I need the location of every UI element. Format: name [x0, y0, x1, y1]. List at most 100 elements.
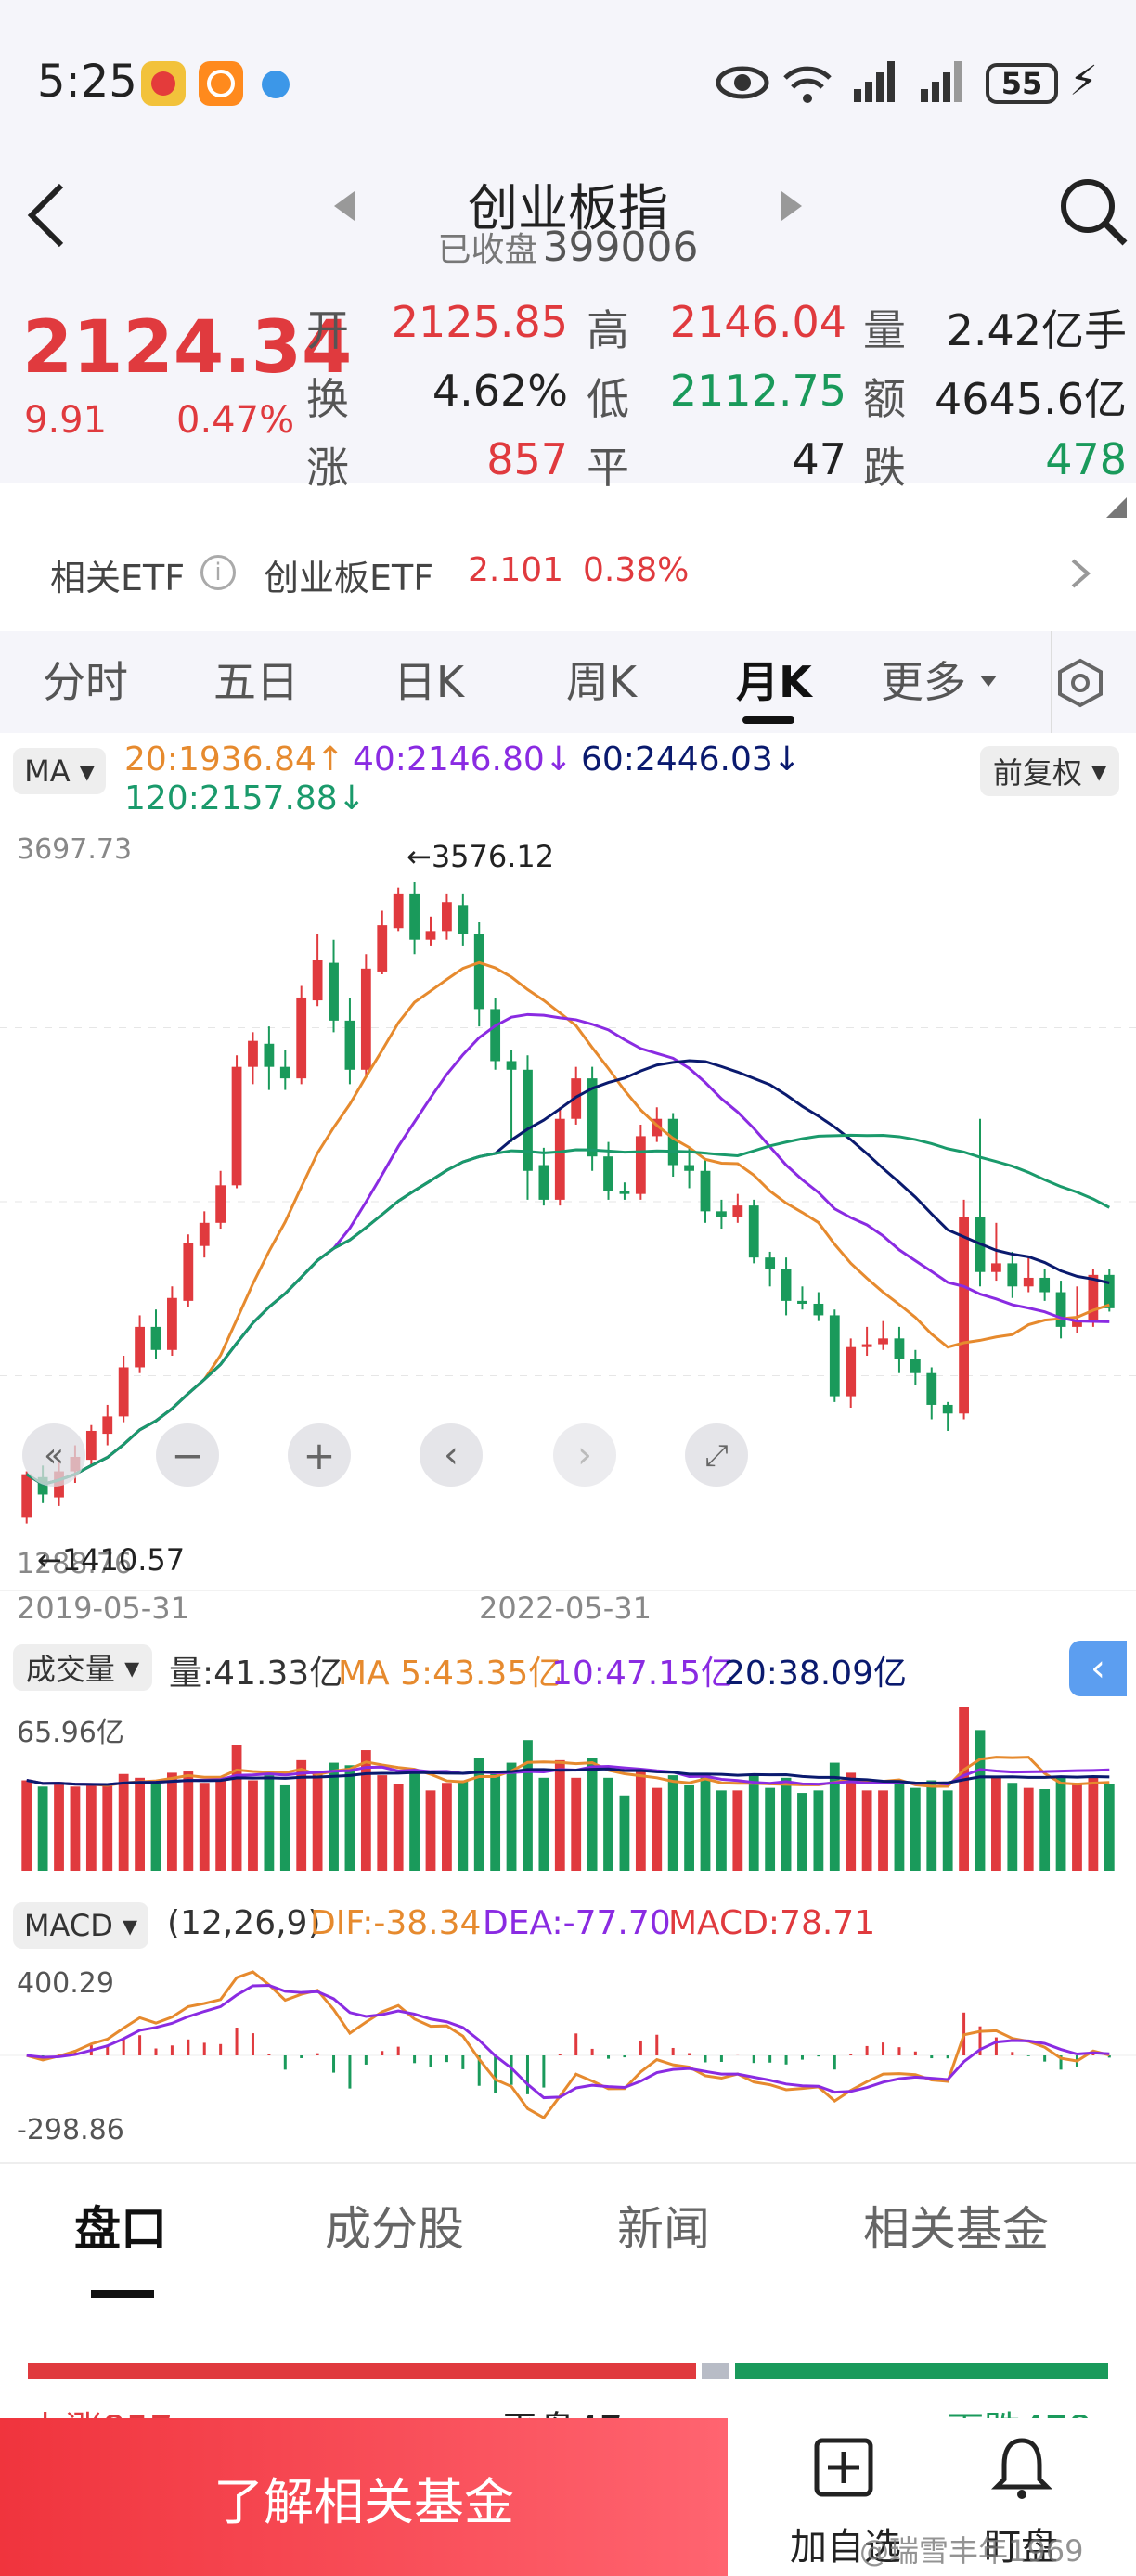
candle: [748, 1205, 759, 1258]
next-index-icon[interactable]: [778, 187, 806, 225]
volume-selector[interactable]: 成交量 ▾: [13, 1644, 152, 1691]
ma40-legend: 40:2146.80↓: [353, 741, 573, 779]
volume-bar: [215, 1777, 226, 1871]
candle: [554, 1118, 565, 1200]
volume-chart[interactable]: [0, 1698, 1136, 1884]
add-watchlist-icon[interactable]: [813, 2437, 874, 2498]
volume-label: 量: [863, 305, 906, 355]
adjust-label: 前复权: [992, 755, 1082, 791]
signal-icon-2: [921, 61, 962, 102]
macd-selector[interactable]: MACD ▾: [13, 1902, 148, 1949]
volume-bar: [603, 1777, 613, 1871]
volume-bar: [70, 1786, 81, 1871]
volume-bar: [587, 1758, 598, 1871]
candle: [538, 1165, 549, 1200]
candle: [409, 893, 420, 940]
macd-ymax: 400.29: [17, 1967, 114, 2000]
prev-index-icon[interactable]: [330, 187, 358, 225]
charging-icon: ⚡: [1069, 58, 1098, 105]
related-etf-row[interactable]: 相关ETF i 创业板ETF 2.101 0.38%: [0, 529, 1136, 617]
macd-chart[interactable]: [0, 1958, 1136, 2153]
volume-bar: [894, 1783, 905, 1871]
volume-bar: [878, 1790, 888, 1871]
candle: [393, 893, 404, 929]
learn-funds-button[interactable]: 了解相关基金: [0, 2418, 728, 2576]
volume-bar: [506, 1762, 517, 1871]
tab-daily-k[interactable]: 日K: [393, 657, 465, 707]
candle: [231, 1066, 242, 1186]
high-label: 高: [587, 305, 629, 355]
tab-five-day[interactable]: 五日: [213, 657, 299, 707]
low-label: 低: [587, 374, 629, 424]
tab-more[interactable]: 更多: [881, 657, 966, 707]
candle: [183, 1243, 194, 1301]
watermark: @瑞雪丰年1969: [859, 2533, 1084, 2569]
volume-bar: [1007, 1783, 1018, 1871]
volume-bar: [183, 1771, 194, 1871]
adjust-selector[interactable]: 前复权 ▾: [980, 746, 1119, 796]
candle: [102, 1416, 113, 1435]
volume-bar: [377, 1775, 388, 1871]
macd-dea: DEA:-77.70: [483, 1904, 671, 1942]
search-icon[interactable]: [1056, 174, 1130, 249]
info-icon[interactable]: i: [200, 555, 236, 590]
browser-icon: [262, 71, 290, 98]
battery-icon: 55: [986, 63, 1058, 104]
candle: [619, 1191, 630, 1194]
bell-icon[interactable]: [991, 2435, 1052, 2500]
tab-monthly-k[interactable]: 月K: [736, 657, 812, 707]
ma60-legend: 60:2446.03↓: [581, 741, 801, 779]
collapse-panel-icon[interactable]: ‹: [1069, 1641, 1127, 1696]
candle: [1072, 1320, 1082, 1327]
pan-right-icon[interactable]: ›: [553, 1423, 616, 1487]
candle: [506, 1061, 517, 1070]
flat-count-label: 平: [587, 443, 629, 493]
price-change-pct: 0.47%: [176, 399, 295, 442]
candlestick-chart[interactable]: [0, 826, 1136, 1633]
tab-news[interactable]: 新闻: [617, 2202, 710, 2256]
volume-ymax: 65.96亿: [17, 1717, 124, 1749]
low-value: 2112.75: [669, 366, 846, 416]
candle: [926, 1372, 937, 1405]
candle: [942, 1404, 953, 1414]
volume-bar: [409, 1771, 420, 1871]
volume-bar: [248, 1780, 258, 1871]
expand-corner-icon[interactable]: [1106, 497, 1127, 518]
pan-left-icon[interactable]: ‹: [420, 1423, 483, 1487]
settings-hex-icon[interactable]: [1054, 657, 1106, 709]
volume-bar: [684, 1784, 694, 1871]
candle: [829, 1315, 840, 1397]
zoom-out-icon[interactable]: −: [156, 1423, 219, 1487]
watch-label[interactable]: 盯盘: [984, 2526, 1058, 2569]
volume-bar: [344, 1765, 355, 1871]
vol-ma5-line: [26, 1756, 1110, 1788]
ma-legend: MA ▾ 20:1936.84↑ 40:2146.80↓ 60:2446.03↓…: [0, 733, 1136, 826]
candle: [473, 934, 484, 1010]
action-bar: 了解相关基金 加自选 盯盘 @瑞雪丰年1969: [0, 2418, 1136, 2576]
tab-related-funds[interactable]: 相关基金: [863, 2202, 1049, 2256]
candle: [264, 1043, 275, 1067]
candle: [797, 1300, 807, 1304]
tab-intraday[interactable]: 分时: [43, 657, 128, 707]
volume-bar: [360, 1750, 371, 1871]
volume-bar: [135, 1777, 145, 1871]
candle: [199, 1222, 210, 1246]
tab-order-book[interactable]: 盘口: [74, 2202, 167, 2256]
macd-dif: DIF:-38.34: [310, 1904, 482, 1942]
candle: [296, 997, 307, 1079]
candle: [344, 1020, 355, 1070]
flat-count: 47: [792, 434, 846, 484]
volume-bar: [652, 1787, 663, 1871]
tab-constituents[interactable]: 成分股: [325, 2202, 464, 2256]
candle: [1023, 1277, 1034, 1287]
zoom-in-icon[interactable]: +: [288, 1423, 351, 1487]
candle: [667, 1118, 678, 1166]
volume-value: 2.42亿手: [946, 305, 1127, 355]
volume-bar: [732, 1790, 743, 1871]
add-watchlist-label[interactable]: 加自选: [790, 2526, 901, 2569]
ma-selector[interactable]: MA ▾: [13, 748, 106, 794]
tab-weekly-k[interactable]: 周K: [565, 657, 638, 707]
back-arrow-icon[interactable]: [20, 178, 72, 252]
fullscreen-icon[interactable]: ⤢: [685, 1423, 748, 1487]
rewind-icon[interactable]: «: [22, 1423, 85, 1487]
